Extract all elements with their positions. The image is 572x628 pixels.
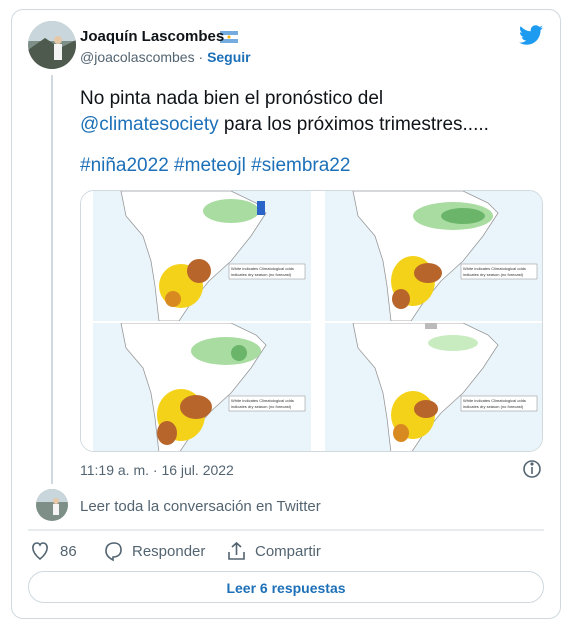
replies-button[interactable]: Leer 6 respuestas bbox=[28, 571, 544, 603]
conversation-link[interactable]: Leer toda la conversación en Twitter bbox=[80, 498, 321, 515]
mention[interactable]: @climatesociety bbox=[80, 114, 219, 135]
share-icon[interactable] bbox=[228, 541, 245, 560]
legend-text: White indicates Climatological odds bbox=[231, 266, 294, 271]
legend-text: indicates dry season (no forecast) bbox=[463, 272, 524, 277]
map-panel bbox=[81, 322, 312, 451]
legend-box bbox=[228, 263, 306, 280]
avatar[interactable] bbox=[28, 21, 76, 69]
twitter-logo[interactable] bbox=[519, 25, 543, 45]
legend-text: White indicates Climatological odds bbox=[463, 266, 526, 271]
legend-box bbox=[228, 395, 306, 412]
map-panel bbox=[81, 191, 312, 322]
tweet-image[interactable]: White indicates Climatological odds indic… bbox=[80, 190, 543, 452]
hashtags: #niña2022 #meteojl #siembra22 bbox=[80, 155, 350, 177]
hashtag[interactable]: #niña2022 bbox=[80, 155, 169, 176]
hashtag[interactable]: #siembra22 bbox=[251, 155, 351, 176]
map-panel bbox=[312, 191, 542, 322]
text-line: para los próximos trimestres..... bbox=[223, 114, 489, 135]
timestamp[interactable]: 11:19 a. m. · 16 jul. 2022 bbox=[80, 462, 234, 478]
like-count[interactable]: 86 bbox=[60, 543, 77, 560]
legend-box bbox=[460, 263, 538, 280]
like-icon[interactable] bbox=[32, 542, 48, 561]
reply-button[interactable]: Responder bbox=[132, 543, 206, 560]
hashtag[interactable]: #meteojl bbox=[174, 155, 246, 176]
legend-text: indicates dry season (no forecast) bbox=[231, 272, 292, 277]
tweet-card bbox=[11, 9, 561, 619]
legend-text: White indicates Climatological odds bbox=[231, 398, 294, 403]
legend-text: indicates dry season (no forecast) bbox=[231, 404, 292, 409]
handle[interactable]: @joacolascombes bbox=[80, 49, 195, 65]
share-button[interactable]: Compartir bbox=[255, 543, 321, 560]
follow-link[interactable]: Seguir bbox=[207, 49, 251, 65]
legend-text: White indicates Climatological odds bbox=[463, 398, 526, 403]
tweet-text: No pinta nada bien el pronóstico del @cl… bbox=[80, 86, 489, 138]
map-panel bbox=[312, 322, 542, 451]
legend-text: indicates dry season (no forecast) bbox=[463, 404, 524, 409]
avatar-small[interactable] bbox=[36, 489, 68, 521]
forecast-maps: White indicates Climatological oddsindic… bbox=[81, 191, 542, 451]
author-name[interactable]: Joaquín Lascombes bbox=[80, 28, 225, 45]
text-line: No pinta nada bien el pronóstico del bbox=[80, 88, 384, 109]
info-icon[interactable] bbox=[523, 460, 541, 478]
reply-icon[interactable] bbox=[105, 542, 122, 562]
author-handle[interactable]: @joacolascombes · Seguir bbox=[80, 49, 251, 65]
flag bbox=[220, 31, 238, 43]
legend-box bbox=[460, 395, 538, 412]
